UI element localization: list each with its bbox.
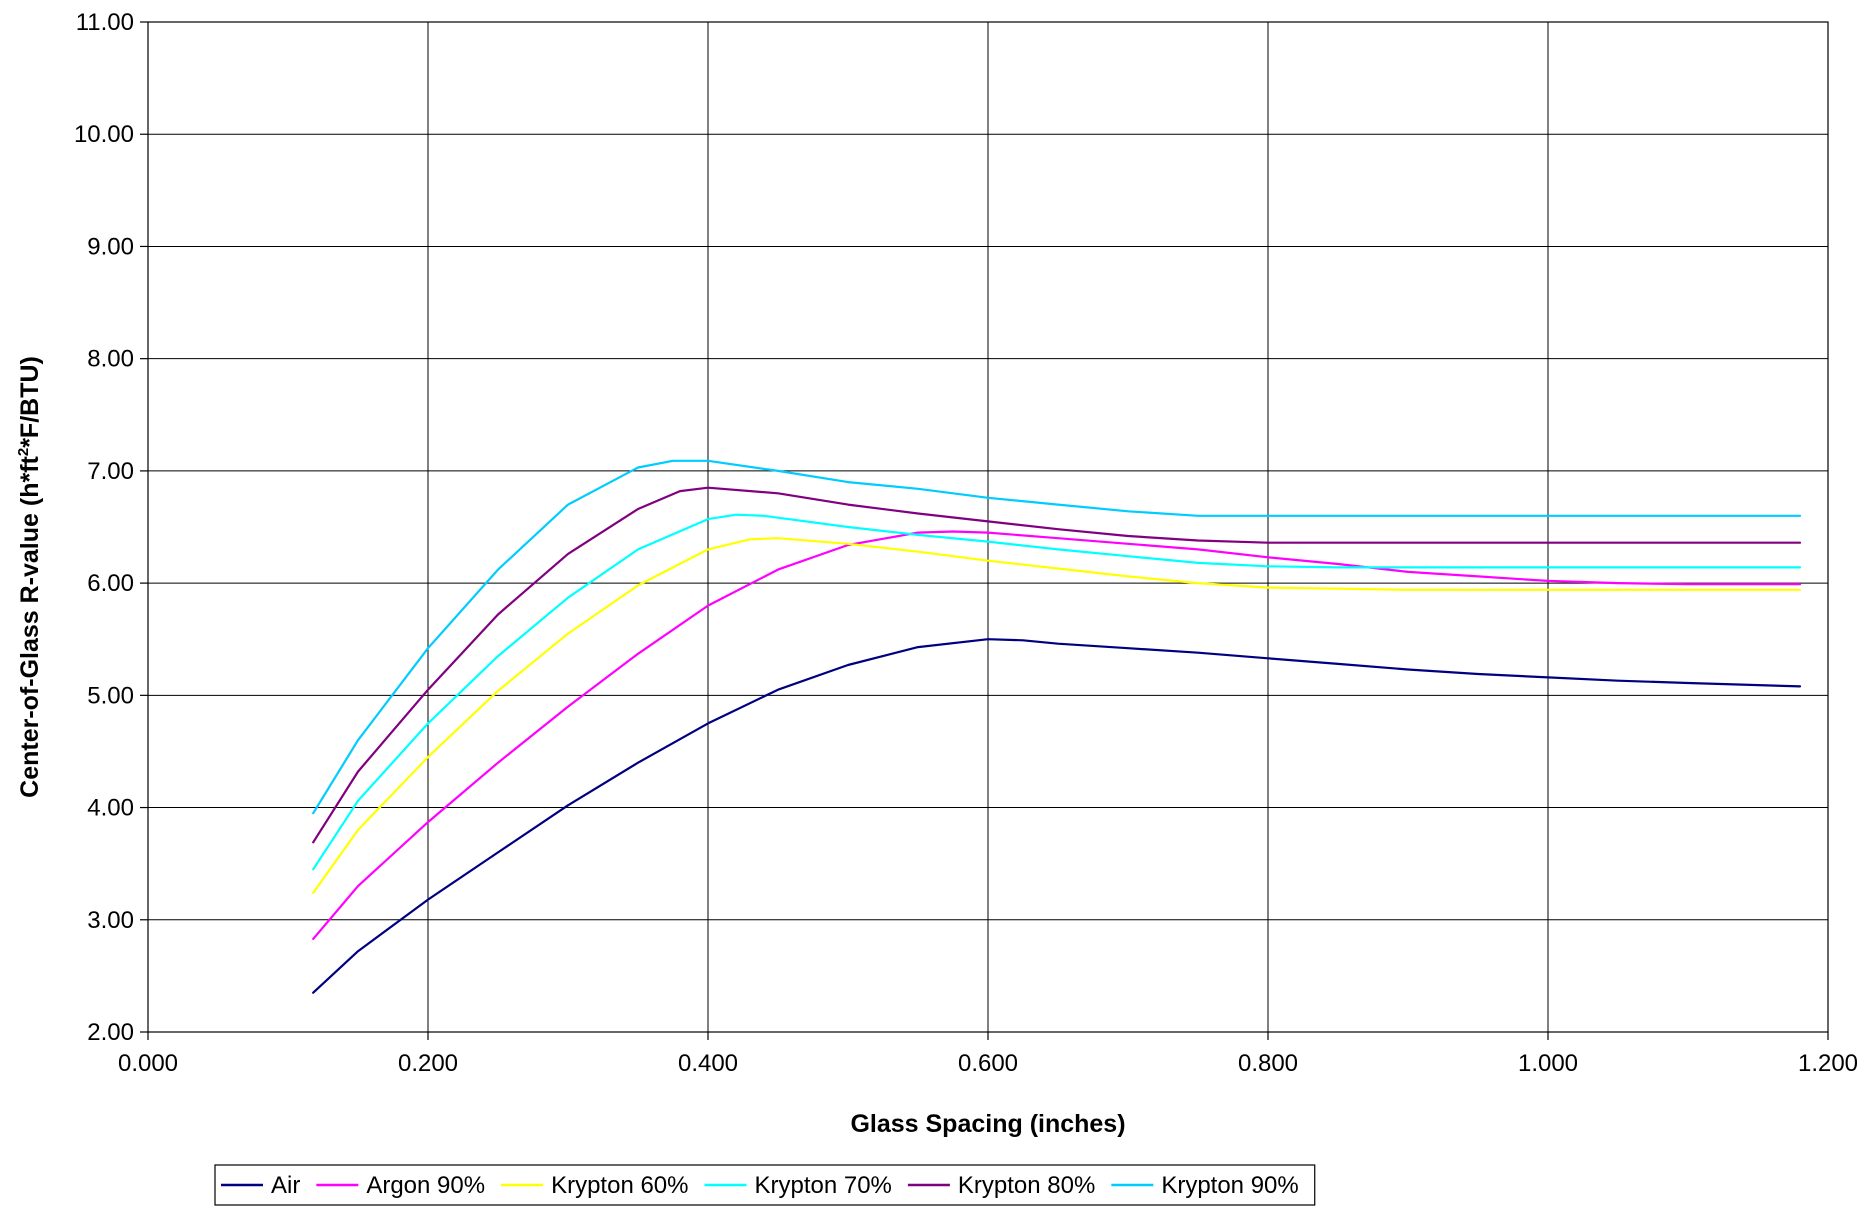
y-tick-label: 11.00 xyxy=(76,9,134,36)
x-axis-title: Glass Spacing (inches) xyxy=(850,1110,1125,1138)
legend-label-air: Air xyxy=(271,1172,300,1199)
legend-label-krypton-70: Krypton 70% xyxy=(754,1172,891,1199)
y-axis-title-prefix: Center-of-Glass R-value (h*ft xyxy=(16,455,44,797)
series-line-air xyxy=(312,638,1802,994)
series-line-argon-90 xyxy=(312,530,1802,941)
x-tick-label: 1.000 xyxy=(1518,1050,1578,1077)
legend-label-krypton-80: Krypton 80% xyxy=(958,1172,1095,1199)
legend: Air Argon 90% Krypton 60% Krypton 70% Krypto… xyxy=(214,1164,1316,1206)
y-axis-title: Center-of-Glass R-value (h*ft2*F/BTU) xyxy=(15,356,44,798)
y-tick-label: 2.00 xyxy=(87,1019,134,1046)
tick-labels: 2.00 3.00 4.00 5.00 6.00 7.00 8.00 9.00 10.00 11.… xyxy=(74,9,1858,1077)
legend-label-krypton-60: Krypton 60% xyxy=(551,1172,688,1199)
gridlines xyxy=(148,22,1828,1032)
series-line-krypton-90 xyxy=(312,459,1802,815)
x-tick-label: 0.400 xyxy=(678,1050,738,1077)
y-axis-title-suffix: *F/BTU) xyxy=(16,356,44,448)
y-tick-label: 7.00 xyxy=(87,458,134,485)
y-tick-label: 8.00 xyxy=(87,346,134,373)
y-tick-label: 4.00 xyxy=(87,795,134,822)
axis-ticks xyxy=(140,21,1829,1040)
y-tick-label: 10.00 xyxy=(74,121,134,148)
legend-label-argon-90: Argon 90% xyxy=(366,1172,485,1199)
y-axis-title-superscript: 2 xyxy=(15,448,32,456)
series-line-krypton-60 xyxy=(312,537,1802,894)
x-tick-label: 0.200 xyxy=(398,1050,458,1077)
y-tick-label: 9.00 xyxy=(87,233,134,260)
series-line-krypton-80 xyxy=(312,486,1802,844)
x-tick-label: 0.600 xyxy=(958,1050,1018,1077)
series-layer xyxy=(312,459,1802,994)
x-tick-label: 1.200 xyxy=(1798,1050,1858,1077)
y-tick-label: 6.00 xyxy=(87,570,134,597)
y-tick-label: 3.00 xyxy=(87,907,134,934)
x-tick-label: 0.800 xyxy=(1238,1050,1298,1077)
series-line-krypton-70 xyxy=(312,513,1802,871)
y-tick-label: 5.00 xyxy=(87,682,134,709)
legend-label-krypton-90: Krypton 90% xyxy=(1161,1172,1298,1199)
x-tick-label: 0.000 xyxy=(118,1050,178,1077)
